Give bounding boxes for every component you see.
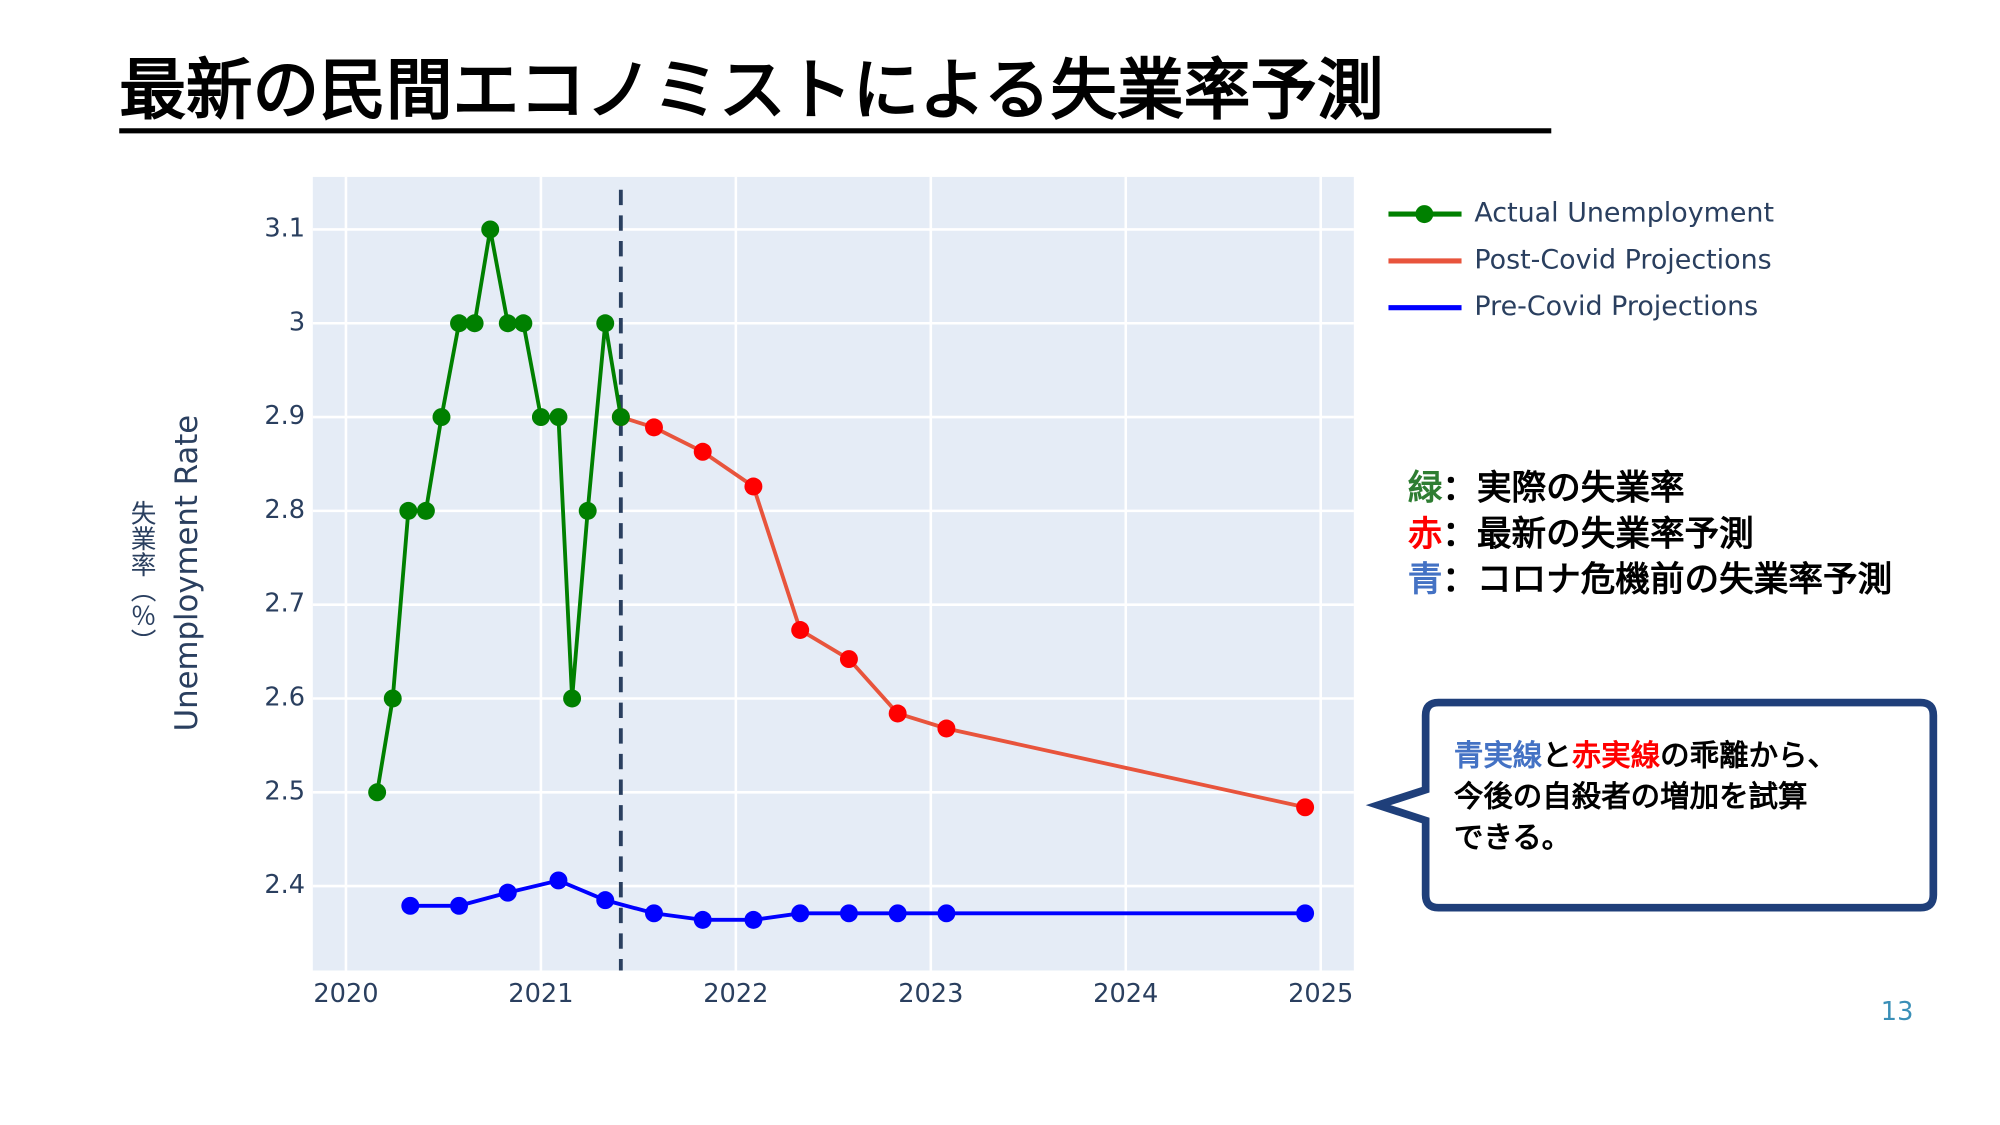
note: 赤：最新の失業率予測	[1408, 514, 1754, 554]
data-point	[596, 314, 615, 333]
y-tick-label: 2.9	[264, 401, 305, 431]
data-point	[399, 501, 418, 520]
data-point	[549, 871, 568, 890]
callout-segment: 今後の自殺者の増加を試算	[1454, 779, 1808, 813]
note: 緑：実際の失業率	[1408, 469, 1685, 509]
data-point	[888, 704, 907, 723]
data-point	[450, 896, 469, 915]
note-key: 青	[1408, 560, 1443, 600]
y-tick-label: 3.1	[264, 213, 305, 243]
data-point	[791, 904, 810, 923]
data-point	[498, 314, 517, 333]
slide-title: 最新の民間エコノミストによる失業率予測	[119, 51, 1383, 129]
callout-segment: できる。	[1454, 820, 1571, 854]
data-point	[645, 418, 663, 437]
callout-box	[1365, 698, 1938, 912]
data-point	[744, 910, 763, 929]
data-point	[465, 314, 484, 333]
data-point	[531, 408, 550, 427]
data-point	[450, 314, 469, 333]
data-point	[937, 719, 956, 738]
data-point	[744, 477, 763, 496]
page-number: 13	[1881, 997, 1914, 1027]
x-tick-label: 2020	[313, 979, 378, 1009]
data-point	[839, 904, 858, 923]
legend-label: Post-Covid Projections	[1474, 244, 1771, 275]
y-tick-label: 2.5	[264, 776, 305, 806]
data-point	[596, 891, 615, 910]
plot-area	[312, 176, 1354, 971]
data-point	[549, 408, 568, 427]
data-point	[368, 783, 387, 802]
note-text: ：最新の失業率予測	[1442, 514, 1753, 554]
data-point	[416, 501, 435, 520]
callout-segment: 赤実線	[1572, 738, 1661, 772]
data-point	[839, 650, 858, 669]
data-point	[481, 220, 500, 239]
note-text: ：コロナ危機前の失業率予測	[1442, 560, 1892, 600]
y-axis-title-ja: 失業率（％）	[126, 500, 156, 654]
x-tick-label: 2024	[1093, 979, 1158, 1009]
data-point	[1296, 904, 1315, 923]
callout-text: 青実線と赤実線の乖離から、	[1454, 738, 1837, 772]
data-point	[432, 408, 451, 427]
data-point	[693, 442, 712, 461]
x-tick-label: 2025	[1288, 979, 1353, 1009]
legend-label: Pre-Covid Projections	[1474, 291, 1758, 322]
data-point	[791, 621, 810, 639]
data-point	[693, 910, 712, 929]
data-point	[498, 883, 517, 902]
note-key: 緑	[1408, 469, 1443, 509]
data-point	[578, 501, 597, 520]
note: 青：コロナ危機前の失業率予測	[1408, 560, 1893, 600]
data-point	[1296, 798, 1315, 817]
y-tick-label: 2.7	[264, 589, 305, 619]
y-axis-title: Unemployment Rate	[169, 415, 205, 732]
legend-marker	[1415, 205, 1434, 224]
data-point	[563, 689, 582, 708]
data-point	[514, 314, 533, 333]
legend-label: Actual Unemployment	[1474, 198, 1774, 229]
data-point	[401, 896, 420, 915]
callout-text: 今後の自殺者の増加を試算	[1454, 779, 1808, 813]
y-tick-label: 2.8	[264, 495, 305, 525]
callout-segment: 青実線	[1454, 738, 1543, 772]
data-point	[611, 408, 630, 427]
y-tick-label: 2.4	[264, 870, 305, 900]
note-text: ：実際の失業率	[1442, 469, 1684, 509]
y-tick-label: 3	[289, 307, 305, 337]
data-point	[888, 904, 907, 923]
callout-segment: と	[1542, 738, 1571, 772]
x-tick-label: 2021	[508, 979, 573, 1009]
y-tick-label: 2.6	[264, 682, 305, 712]
callout-segment: の乖離から、	[1660, 738, 1837, 772]
x-tick-label: 2022	[703, 979, 768, 1009]
data-point	[645, 904, 663, 923]
data-point	[383, 689, 402, 708]
data-point	[937, 904, 956, 923]
x-tick-label: 2023	[898, 979, 963, 1009]
note-key: 赤	[1408, 514, 1443, 554]
callout-text: できる。	[1454, 820, 1571, 854]
